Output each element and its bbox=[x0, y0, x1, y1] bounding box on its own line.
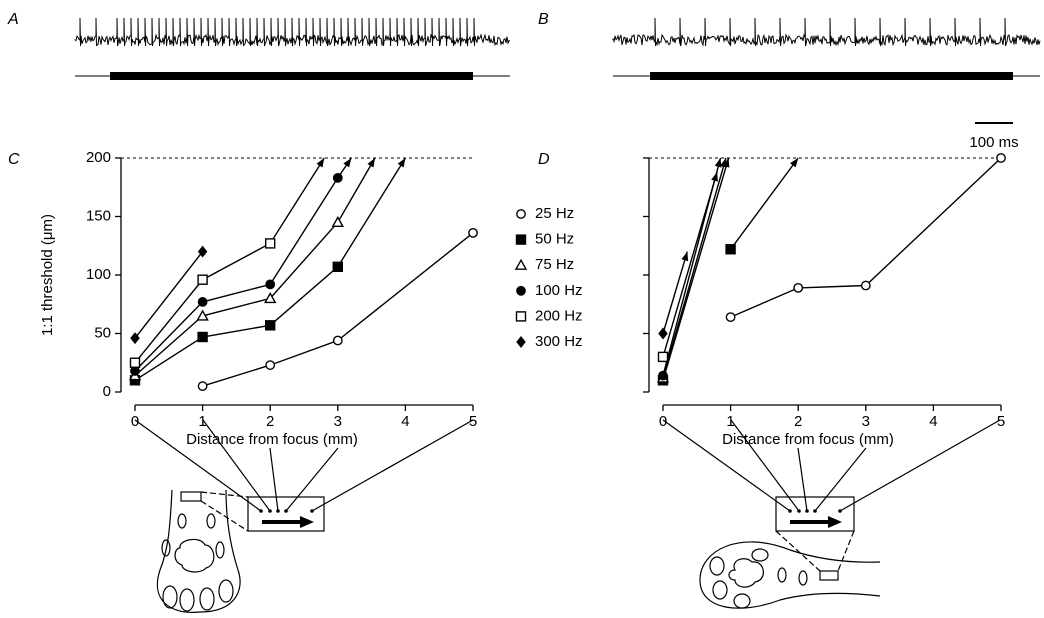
x-tick-label: 1 bbox=[726, 413, 734, 430]
data-point bbox=[129, 357, 141, 368]
series-line bbox=[662, 251, 688, 334]
data-point bbox=[860, 280, 871, 291]
data-point bbox=[657, 351, 669, 363]
arrowhead bbox=[367, 158, 375, 168]
arrowhead bbox=[714, 158, 722, 168]
data-point bbox=[514, 258, 528, 270]
x-tick-label: 0 bbox=[131, 413, 139, 430]
stimulus-bar bbox=[110, 72, 473, 80]
data-point bbox=[265, 238, 276, 249]
y-tick-label: 0 bbox=[103, 383, 111, 400]
arrowhead bbox=[397, 158, 406, 168]
panel-label: A bbox=[7, 11, 19, 28]
data-point bbox=[130, 366, 140, 376]
data-point bbox=[265, 279, 276, 290]
data-point bbox=[331, 215, 344, 228]
legend-label: 75 Hz bbox=[535, 256, 574, 273]
data-point bbox=[516, 336, 526, 348]
x-tick-label: 3 bbox=[862, 413, 870, 430]
data-point bbox=[658, 327, 668, 340]
series-line bbox=[662, 157, 727, 379]
arrowhead bbox=[316, 158, 325, 168]
series-line bbox=[134, 157, 325, 364]
series-line bbox=[134, 251, 204, 339]
panel-label: B bbox=[538, 11, 549, 28]
x-axis-label: Distance from focus (mm) bbox=[722, 431, 894, 448]
data-point bbox=[130, 332, 140, 345]
data-point bbox=[725, 244, 736, 255]
data-point bbox=[332, 335, 343, 346]
y-tick-label: 100 bbox=[86, 266, 111, 283]
arrowhead bbox=[720, 158, 727, 168]
data-point bbox=[793, 282, 804, 293]
data-point bbox=[516, 209, 526, 219]
x-tick-label: 5 bbox=[997, 413, 1005, 430]
panel-label: C bbox=[8, 151, 20, 168]
recording-trace bbox=[74, 17, 511, 47]
series-line bbox=[202, 232, 474, 387]
data-point bbox=[197, 274, 208, 285]
x-tick-label: 4 bbox=[401, 413, 409, 430]
data-point bbox=[197, 381, 208, 392]
series-line bbox=[134, 157, 406, 381]
x-axis-label: Distance from focus (mm) bbox=[186, 431, 358, 448]
data-point bbox=[265, 320, 276, 331]
data-point bbox=[265, 360, 276, 370]
y-tick-label: 150 bbox=[86, 207, 111, 224]
y-axis-label: 1:1 threshold (μm) bbox=[39, 214, 56, 336]
x-tick-label: 1 bbox=[198, 413, 206, 430]
series-line bbox=[134, 157, 352, 372]
x-tick-label: 3 bbox=[334, 413, 342, 430]
y-tick-label: 50 bbox=[94, 324, 111, 341]
data-point bbox=[468, 227, 478, 238]
data-point bbox=[197, 297, 208, 307]
series-line bbox=[730, 157, 1002, 318]
x-tick-label: 5 bbox=[469, 413, 477, 430]
x-tick-label: 2 bbox=[266, 413, 274, 430]
legend-label: 100 Hz bbox=[535, 282, 583, 299]
data-point bbox=[996, 153, 1006, 163]
legend-label: 50 Hz bbox=[535, 231, 574, 248]
data-point bbox=[658, 370, 668, 381]
legend-label: 300 Hz bbox=[535, 333, 583, 350]
data-point bbox=[725, 312, 736, 323]
data-point bbox=[332, 261, 343, 273]
data-point bbox=[197, 245, 208, 258]
data-point bbox=[332, 172, 343, 183]
x-tick-label: 0 bbox=[659, 413, 667, 430]
data-point bbox=[197, 331, 208, 343]
data-point bbox=[515, 311, 527, 322]
legend-label: 200 Hz bbox=[535, 307, 583, 324]
y-tick-label: 200 bbox=[86, 149, 111, 166]
arrowhead bbox=[790, 158, 799, 168]
panel-label: D bbox=[538, 151, 550, 168]
recording-trace bbox=[612, 17, 1041, 47]
arrowhead bbox=[681, 251, 689, 262]
arrowhead bbox=[711, 172, 718, 182]
data-point bbox=[515, 234, 527, 245]
stimulus-bar bbox=[650, 72, 1013, 80]
scale-bar-label: 100 ms bbox=[969, 134, 1018, 151]
legend-label: 25 Hz bbox=[535, 205, 574, 222]
x-tick-label: 2 bbox=[794, 413, 802, 430]
data-point bbox=[196, 309, 209, 321]
arrowhead bbox=[343, 158, 352, 168]
series-line bbox=[662, 157, 799, 381]
series-line bbox=[662, 171, 718, 358]
paw-diagram bbox=[662, 419, 1001, 609]
paw-diagram bbox=[134, 419, 474, 613]
data-point bbox=[516, 285, 526, 296]
x-tick-label: 4 bbox=[929, 413, 937, 430]
data-point bbox=[264, 291, 277, 304]
